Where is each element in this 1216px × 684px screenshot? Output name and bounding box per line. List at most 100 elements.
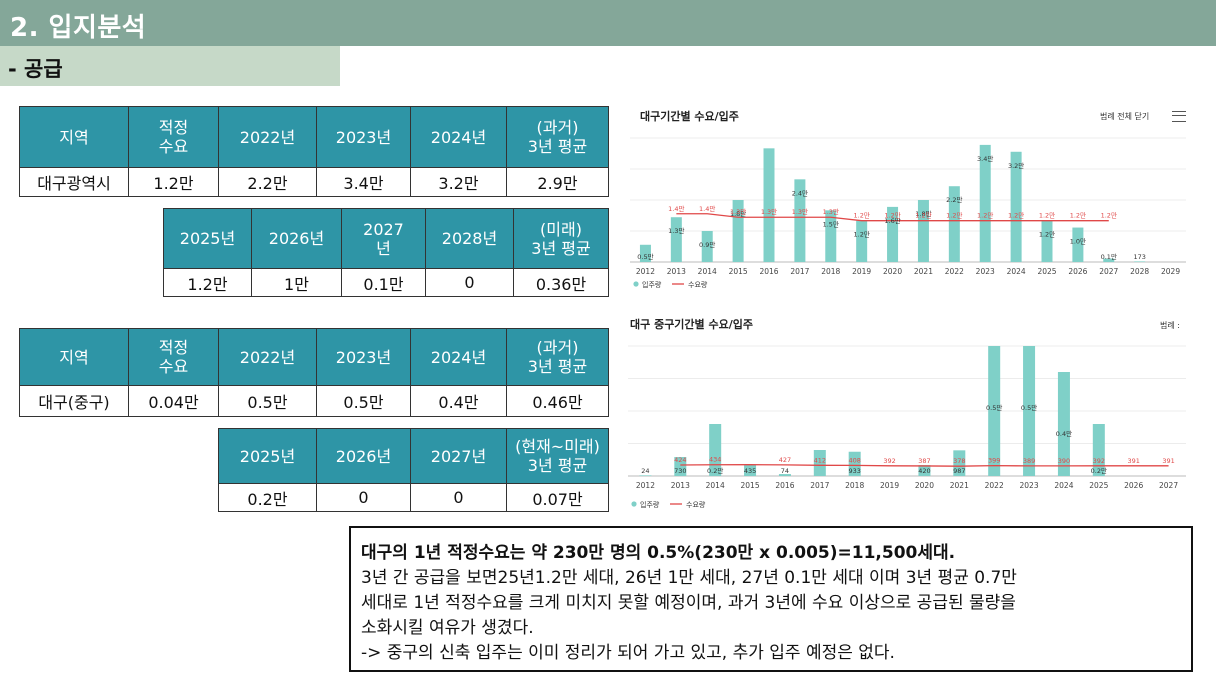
x-tick-label: 2017 <box>810 481 829 490</box>
bar-data-label: 0.5만 <box>986 403 1002 412</box>
line-data-label: 427 <box>779 456 791 464</box>
line-data-label: 424 <box>674 456 686 464</box>
bar-data-label: 0.5만 <box>637 252 653 261</box>
header-cell: 2025년 <box>163 208 252 269</box>
bar-data-label: 1.8만 <box>730 209 746 218</box>
bar <box>794 179 806 262</box>
bar <box>778 474 791 476</box>
subsection-bar: - 공급 <box>0 46 340 86</box>
x-tick-label: 2016 <box>759 267 778 276</box>
legend-label: 수요량 <box>688 281 708 289</box>
x-tick-label: 2012 <box>636 481 655 490</box>
x-tick-label: 2016 <box>775 481 794 490</box>
value-cell: 2.9만 <box>506 167 609 197</box>
bar-data-label: 933 <box>848 467 860 475</box>
bar <box>1010 151 1022 262</box>
junggu-chart-svg: 2012 2013 2014 2015 2016 2017 2018 2019 2020 2021… <box>628 345 1186 509</box>
section-title-bar: 2. 입지분석 <box>0 0 1216 46</box>
x-tick-label: 2012 <box>636 267 655 276</box>
header-cell: 2022년 <box>218 328 317 386</box>
line-data-label: 1.2만 <box>1101 211 1117 220</box>
value-cell: 0 <box>425 268 514 297</box>
junggu-chart-panel: 대구 중구기간별 수요/입주 범례 : 2012 2013 2014 2015 2016… <box>624 310 1192 518</box>
hamburger-menu-icon[interactable] <box>1172 111 1186 122</box>
value-cell: 0.1만 <box>341 268 426 297</box>
header-cell: (미래) 3년 평균 <box>513 208 609 269</box>
bar <box>670 217 682 262</box>
x-tick-label: 2015 <box>741 481 760 490</box>
x-tick-label: 2023 <box>1020 481 1039 490</box>
bar <box>1134 261 1146 262</box>
value-cell: 대구광역시 <box>19 167 129 197</box>
bar <box>917 200 929 262</box>
x-tick-label: 2022 <box>985 481 1004 490</box>
demand-line <box>676 213 1109 222</box>
line-data-label: 392 <box>883 457 895 465</box>
bar <box>988 346 1001 476</box>
header-cell: (과거) 3년 평균 <box>506 106 609 168</box>
x-tick-label: 2028 <box>1130 267 1149 276</box>
bar-data-label: 0.2만 <box>1091 466 1107 475</box>
junggu-past-table: 지역 적정 수요 2022년 2023년 2024년 (과거) 3년 평균 대구(중… <box>19 328 609 417</box>
summary-line: -> 중구의 신축 입주는 이미 정리가 되어 가고 있고, 추가 입주 예정은… <box>361 643 895 663</box>
bar <box>813 450 826 476</box>
header-cell: 2024년 <box>410 106 507 168</box>
x-tick-label: 2018 <box>821 267 840 276</box>
subsection-title: - 공급 <box>8 57 63 81</box>
x-tick-label: 2025 <box>1037 267 1056 276</box>
x-tick-label: 2017 <box>790 267 809 276</box>
bar-data-label: 730 <box>674 467 686 475</box>
bar-data-label: 1.8만 <box>915 209 931 218</box>
bar-data-label: 1.2만 <box>1039 230 1055 239</box>
value-cell: 0.4만 <box>410 385 507 417</box>
bar-data-label: 2.2만 <box>946 195 962 204</box>
header-cell: 2026년 <box>316 428 411 484</box>
line-data-label: 1.3만 <box>823 207 839 216</box>
bar-data-label: 1.2만 <box>854 230 870 239</box>
bar <box>709 424 722 476</box>
bar <box>848 451 861 476</box>
legend-swatch-bar <box>631 501 637 507</box>
value-cell: 1.2만 <box>163 268 252 297</box>
x-tick-label: 2026 <box>1124 481 1143 490</box>
bar <box>1103 258 1115 262</box>
line-data-label: 1.3만 <box>761 207 777 216</box>
line-data-label: 1.3만 <box>792 207 808 216</box>
bar <box>701 231 713 262</box>
legend-toggle-button[interactable]: 범례 : <box>1160 321 1180 330</box>
header-cell: 2028년 <box>425 208 514 269</box>
header-cell: 2025년 <box>218 428 317 484</box>
x-tick-label: 2027 <box>1159 481 1178 490</box>
line-data-label: 378 <box>953 457 965 465</box>
value-cell: 0.07만 <box>506 483 609 512</box>
value-cell: 0.36만 <box>513 268 609 297</box>
bar-data-label: 3.4만 <box>977 154 993 163</box>
x-tick-label: 2021 <box>950 481 969 490</box>
bar-data-label: 1.5만 <box>823 219 839 228</box>
line-data-label: 1.3만 <box>730 207 746 216</box>
line-data-label: 389 <box>1023 457 1035 465</box>
x-tick-label: 2019 <box>852 267 871 276</box>
bar-data-label: 24 <box>641 467 649 475</box>
bar-data-label: 0.5만 <box>1021 403 1037 412</box>
bar <box>639 244 651 262</box>
x-tick-label: 2013 <box>667 267 686 276</box>
x-tick-label: 2014 <box>706 481 725 490</box>
legend-toggle-button[interactable]: 범례 전체 닫기 <box>1100 112 1150 121</box>
x-tick-label: 2013 <box>671 481 690 490</box>
x-tick-label: 2021 <box>914 267 933 276</box>
bar <box>674 457 687 476</box>
value-cell: 0 <box>316 483 411 512</box>
value-cell: 0.5만 <box>316 385 411 417</box>
line-data-label: 412 <box>814 456 826 464</box>
bar-data-label: 0.9만 <box>699 240 715 249</box>
value-cell: 0.04만 <box>128 385 219 417</box>
x-tick-label: 2024 <box>1054 481 1073 490</box>
line-data-label: 390 <box>1058 457 1070 465</box>
line-data-label: 391 <box>1162 457 1174 465</box>
bar-data-label: 1.0만 <box>1070 237 1086 246</box>
value-cell: 3.4만 <box>316 167 411 197</box>
daegu-chart-panel: 대구기간별 수요/입주 범례 전체 닫기 2012 2013 2014 2015 201… <box>626 100 1194 300</box>
legend-label: 입주량 <box>640 501 660 509</box>
header-cell: 2027년 <box>410 428 507 484</box>
